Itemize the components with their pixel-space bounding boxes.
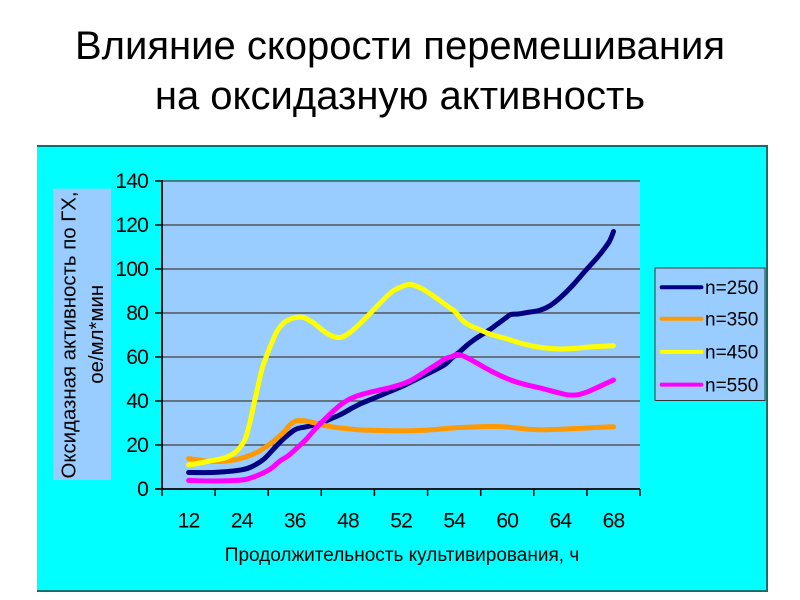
- svg-text:n=250: n=250: [705, 278, 758, 299]
- svg-text:n=450: n=450: [705, 343, 758, 364]
- svg-text:64: 64: [550, 510, 573, 533]
- svg-text:100: 100: [115, 258, 148, 281]
- svg-text:ое/мл*мин: ое/мл*мин: [86, 285, 108, 384]
- svg-text:68: 68: [603, 510, 625, 533]
- svg-text:52: 52: [390, 510, 412, 533]
- svg-text:n=550: n=550: [705, 375, 758, 396]
- svg-text:60: 60: [496, 510, 518, 533]
- svg-text:36: 36: [284, 510, 306, 533]
- svg-text:Продолжительность культивирова: Продолжительность культивирования, ч: [225, 545, 579, 566]
- svg-text:Оксидазная активность по ГХ,: Оксидазная активность по ГХ,: [59, 191, 81, 478]
- svg-text:48: 48: [337, 510, 359, 533]
- svg-text:0: 0: [137, 478, 148, 501]
- svg-text:80: 80: [126, 302, 148, 325]
- svg-text:20: 20: [126, 434, 148, 457]
- svg-text:n=350: n=350: [705, 310, 758, 331]
- svg-text:60: 60: [126, 346, 148, 369]
- svg-text:40: 40: [126, 390, 148, 413]
- svg-text:54: 54: [443, 510, 466, 533]
- svg-text:140: 140: [115, 170, 148, 193]
- svg-text:120: 120: [115, 214, 148, 237]
- svg-text:12: 12: [178, 510, 200, 533]
- svg-text:24: 24: [231, 510, 254, 533]
